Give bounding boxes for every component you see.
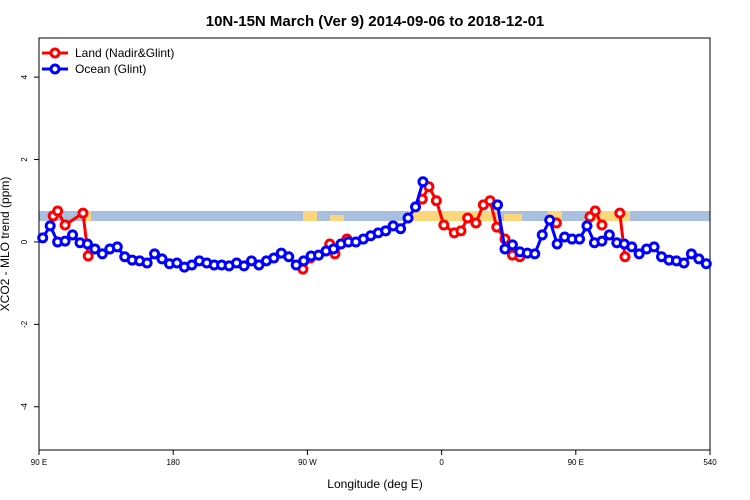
data-point bbox=[596, 219, 608, 231]
data-point bbox=[693, 253, 705, 265]
data-point bbox=[506, 239, 518, 251]
data-point bbox=[67, 229, 79, 241]
data-point bbox=[327, 243, 339, 255]
data-point bbox=[470, 217, 482, 229]
data-point bbox=[395, 223, 407, 235]
data-point bbox=[430, 195, 442, 207]
data-point bbox=[141, 257, 153, 269]
data-point bbox=[156, 253, 168, 265]
data-point bbox=[59, 219, 71, 231]
data-point bbox=[44, 220, 56, 232]
data-point bbox=[685, 248, 697, 260]
y-tick-label: 4 bbox=[20, 74, 29, 79]
legend-marker bbox=[49, 63, 61, 75]
plot-frame bbox=[38, 37, 711, 451]
data-point bbox=[574, 233, 586, 245]
data-point bbox=[380, 225, 392, 237]
land-patch bbox=[588, 211, 630, 221]
legend-label: Ocean (Glint) bbox=[75, 62, 146, 76]
legend-marker bbox=[49, 47, 61, 59]
x-tick-label: 90 E bbox=[568, 458, 584, 467]
x-tick-label: 540 bbox=[703, 458, 717, 467]
data-point bbox=[603, 229, 615, 241]
data-point bbox=[438, 219, 450, 231]
data-point bbox=[551, 238, 563, 250]
ocean-strip bbox=[39, 211, 710, 221]
data-point bbox=[59, 235, 71, 247]
data-point bbox=[402, 212, 414, 224]
data-point bbox=[529, 248, 541, 260]
legend-label: Land (Nadir&Glint) bbox=[75, 46, 174, 60]
data-point bbox=[633, 248, 645, 260]
y-axis-label: XCO2 - MLO trend (ppm) bbox=[0, 177, 12, 312]
data-point bbox=[648, 241, 660, 253]
x-tick-label: 180 bbox=[167, 458, 181, 467]
land-patch bbox=[504, 214, 522, 221]
data-point bbox=[410, 201, 422, 213]
data-point bbox=[37, 232, 49, 244]
data-point bbox=[81, 238, 93, 250]
y-tick-label: 0 bbox=[20, 239, 29, 244]
x-tick-label: 90 E bbox=[31, 458, 47, 467]
data-point bbox=[492, 199, 504, 211]
data-point bbox=[700, 258, 712, 270]
y-tick-label: 2 bbox=[20, 157, 29, 162]
data-point bbox=[678, 257, 690, 269]
y-tick-label: -4 bbox=[20, 403, 29, 411]
x-tick-label: 90 W bbox=[298, 458, 317, 467]
map-strip bbox=[39, 211, 710, 221]
chart-title: 10N-15N March (Ver 9) 2014-09-06 to 2018… bbox=[206, 13, 545, 30]
y-tick-label: -2 bbox=[20, 320, 29, 328]
data-point bbox=[536, 229, 548, 241]
data-point bbox=[619, 251, 631, 263]
data-point bbox=[589, 205, 601, 217]
data-point bbox=[77, 207, 89, 219]
data-point bbox=[96, 248, 108, 260]
data-point bbox=[596, 235, 608, 247]
data-point bbox=[462, 212, 474, 224]
data-point bbox=[283, 251, 295, 263]
data-point bbox=[89, 243, 101, 255]
data-point bbox=[626, 241, 638, 253]
data-point bbox=[238, 260, 250, 272]
x-tick-label: 0 bbox=[439, 458, 444, 467]
data-point bbox=[581, 220, 593, 232]
x-axis-label: Longitude (deg E) bbox=[327, 477, 422, 491]
land-patch bbox=[330, 215, 344, 221]
land-patch bbox=[548, 211, 562, 221]
data-point bbox=[111, 241, 123, 253]
data-point bbox=[298, 255, 310, 267]
land-patch bbox=[86, 211, 91, 221]
data-point bbox=[544, 214, 556, 226]
data-point bbox=[52, 205, 64, 217]
data-point bbox=[614, 207, 626, 219]
data-point bbox=[268, 252, 280, 264]
data-point bbox=[82, 250, 94, 262]
land-patch bbox=[303, 211, 317, 221]
data-point bbox=[149, 248, 161, 260]
data-point bbox=[417, 176, 429, 188]
data-point bbox=[455, 225, 467, 237]
land-patch bbox=[408, 211, 500, 221]
